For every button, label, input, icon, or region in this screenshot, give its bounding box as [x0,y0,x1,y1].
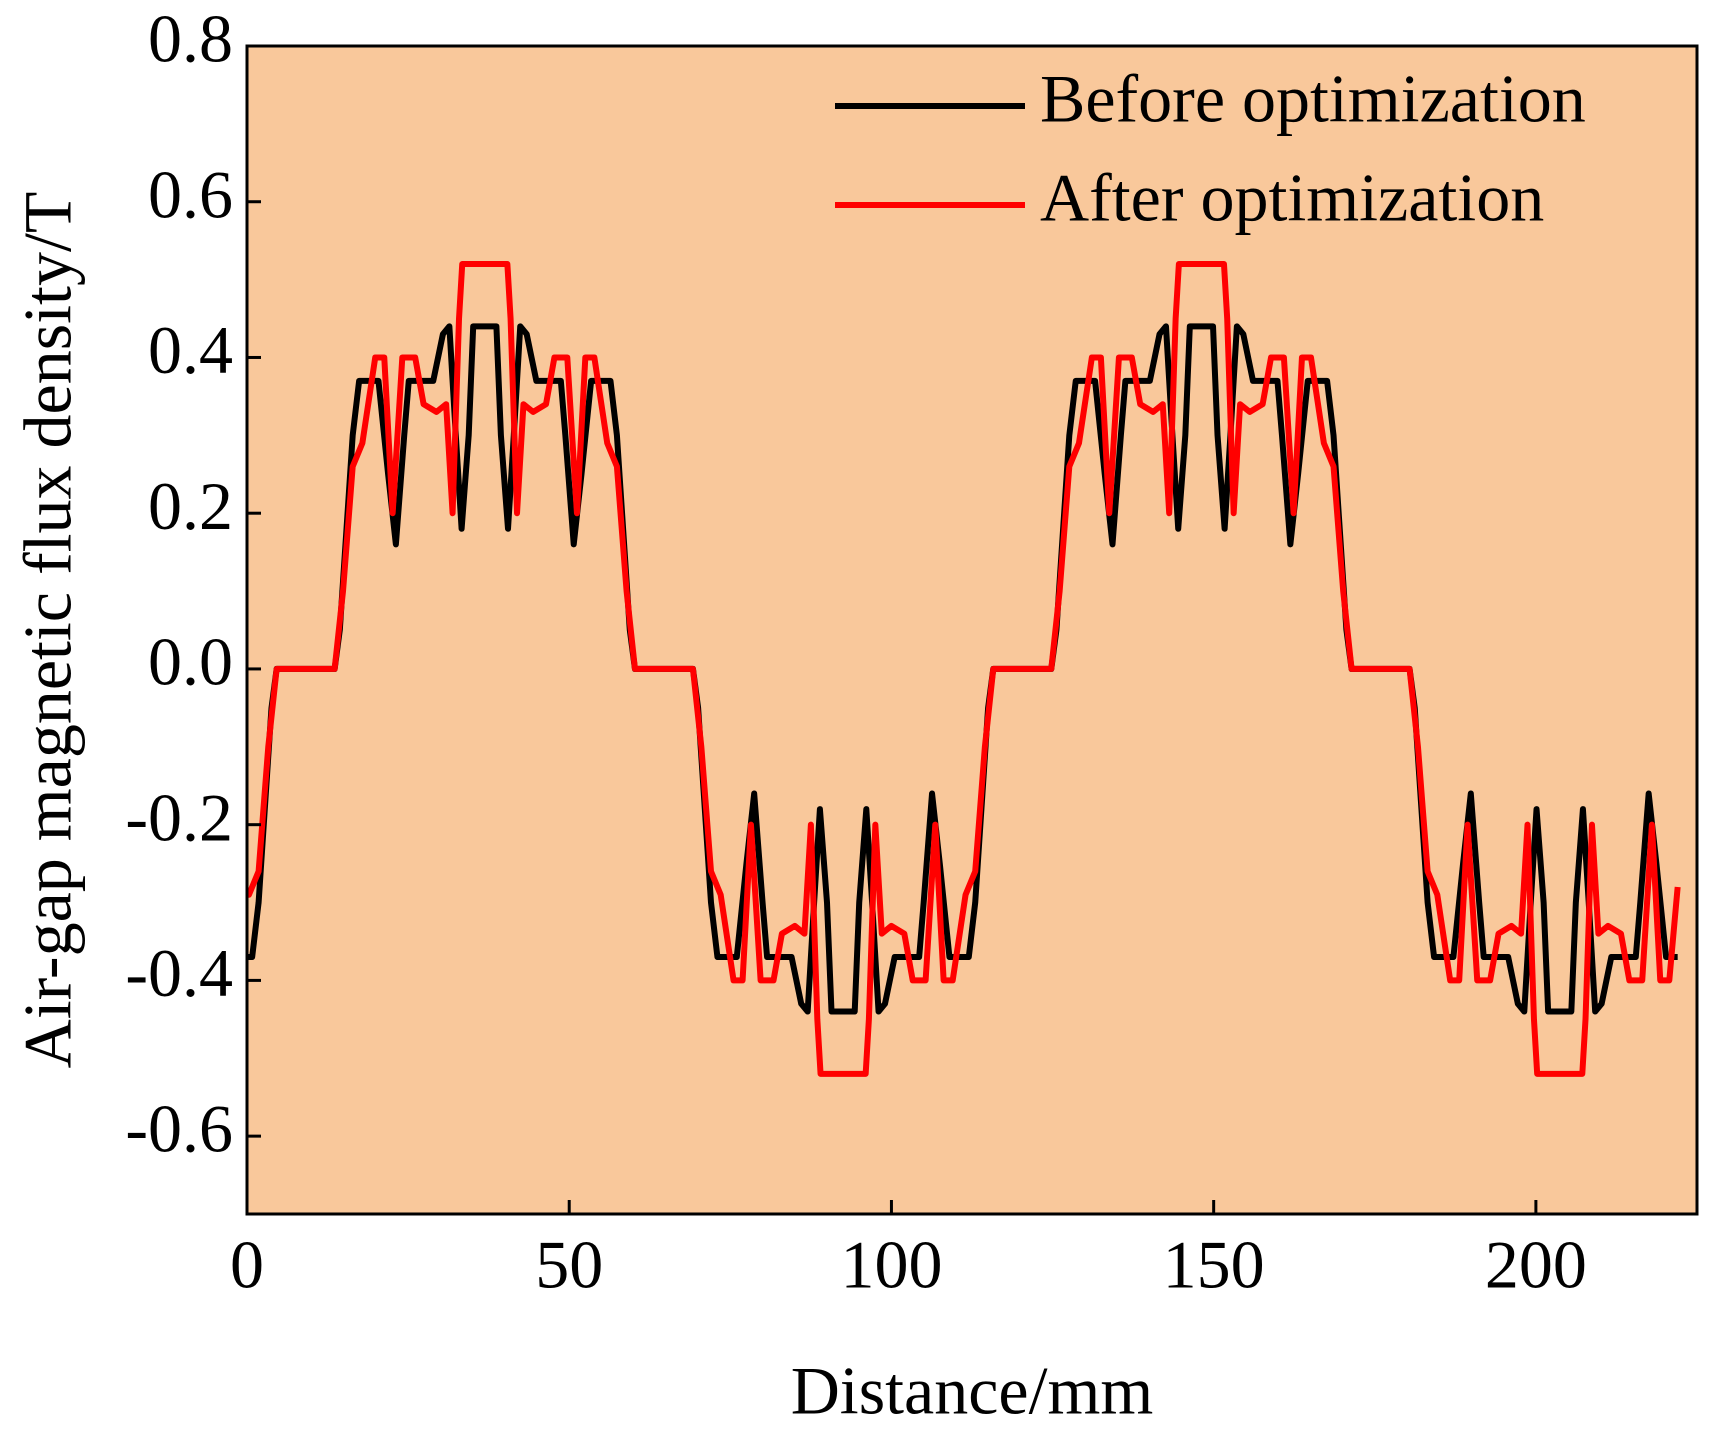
plot-background [247,46,1697,1214]
plot-frame [245,44,1699,1216]
x-tick-label: 50 [535,1227,603,1303]
y-tick-label: -0.6 [125,1091,233,1167]
x-tick-label: 0 [230,1227,264,1303]
series-line [245,261,1681,1077]
y-tick-label: 0.8 [148,1,233,77]
y-tick-label: 0.2 [148,468,233,544]
x-tick-label: 150 [1163,1227,1265,1303]
legend-label: Before optimization [1040,61,1586,137]
x-tick-label: 100 [840,1227,942,1303]
y-tick-label: 0.4 [148,312,233,388]
x-tick-label: 200 [1485,1227,1587,1303]
y-tick-label: 0.0 [148,624,233,700]
lines [245,261,1681,1077]
y-tick-label: -0.2 [125,779,233,855]
y-axis-label: Air-gap magnetic flux density/T [10,192,86,1069]
y-tick-label: -0.4 [125,935,233,1011]
y-tick-label: 0.6 [148,156,233,232]
x-axis-label: Distance/mm [791,1353,1154,1429]
legend-label: After optimization [1040,160,1544,236]
